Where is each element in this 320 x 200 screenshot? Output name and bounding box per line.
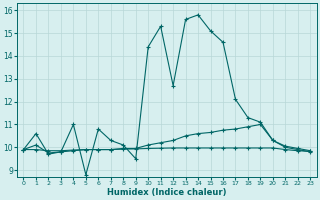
X-axis label: Humidex (Indice chaleur): Humidex (Indice chaleur) xyxy=(107,188,227,197)
